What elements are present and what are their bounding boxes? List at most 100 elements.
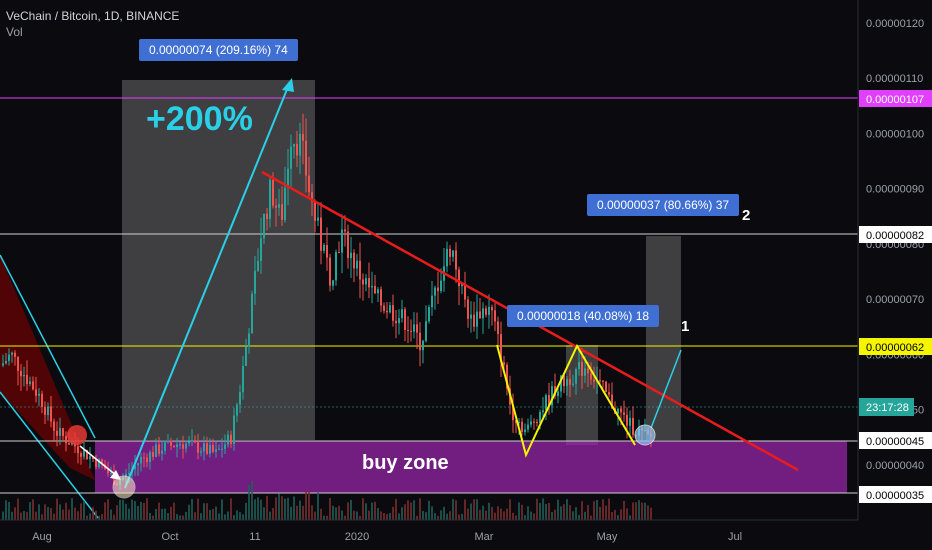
- candle-body: [365, 278, 367, 285]
- candle-body: [242, 365, 244, 393]
- volume-bar: [281, 496, 283, 520]
- candle-body: [428, 307, 430, 322]
- candle-body: [233, 415, 235, 444]
- candle-body: [611, 394, 613, 409]
- volume-bar: [518, 502, 520, 520]
- volume-bar: [350, 499, 352, 520]
- candle-body: [140, 457, 142, 464]
- volume-bar: [200, 513, 202, 520]
- volume-bar: [275, 497, 277, 520]
- volume-bar: [146, 498, 148, 520]
- candle-body: [539, 411, 541, 424]
- volume-bar: [635, 502, 637, 520]
- volume-bar: [218, 513, 220, 520]
- volume-bar: [587, 505, 589, 520]
- volume-bar: [557, 499, 559, 520]
- volume-label[interactable]: Vol: [6, 25, 23, 39]
- volume-bar: [431, 506, 433, 520]
- candle-body: [191, 440, 193, 442]
- candle-body: [353, 252, 355, 269]
- volume-bar: [524, 515, 526, 520]
- volume-bar: [389, 513, 391, 520]
- volume-bar: [257, 497, 259, 520]
- candle-body: [53, 421, 55, 431]
- candle-body: [599, 380, 601, 382]
- volume-bar: [533, 513, 535, 520]
- candle-body: [425, 321, 427, 341]
- volume-bar: [302, 505, 304, 520]
- candle-body: [86, 450, 88, 460]
- candle-body: [251, 293, 253, 334]
- volume-bar: [203, 503, 205, 520]
- candle-body: [275, 205, 277, 208]
- volume-bar: [68, 509, 70, 520]
- marker-2: 2: [742, 207, 751, 224]
- candle-body: [392, 305, 394, 321]
- measure-label-1[interactable]: 0.00000074 (209.16%) 74: [139, 39, 298, 61]
- candle-body: [626, 414, 628, 426]
- volume-bar: [470, 503, 472, 520]
- volume-bar: [638, 500, 640, 520]
- candle-body: [263, 213, 265, 239]
- candle-body: [401, 309, 403, 319]
- candle-body: [512, 404, 514, 421]
- candle-body: [95, 458, 97, 467]
- candle-body: [167, 440, 169, 443]
- measure-label-2[interactable]: 0.00000037 (80.66%) 37: [587, 194, 740, 216]
- badge-countdown-text: 23:17:28: [866, 402, 909, 414]
- volume-bar: [380, 511, 382, 520]
- symbol-header: VeChain / Bitcoin, 1D, BINANCE Vol: [6, 8, 179, 40]
- gain-arrow-line: [124, 81, 291, 489]
- candle-body: [347, 231, 349, 259]
- volume-bar: [437, 515, 439, 520]
- candle-body: [542, 410, 544, 412]
- volume-bar: [152, 515, 154, 520]
- volume-bar: [95, 510, 97, 520]
- candle-body: [536, 421, 538, 424]
- volume-bar: [17, 498, 19, 520]
- candle-body: [287, 168, 289, 188]
- volume-bar: [647, 505, 649, 520]
- measure-label-3[interactable]: 0.00000018 (40.08%) 18: [507, 305, 660, 327]
- volume-bar: [242, 514, 244, 520]
- candle-body: [221, 448, 223, 450]
- candle-body: [563, 375, 565, 387]
- volume-bar: [359, 515, 361, 520]
- entry-arrow-line: [79, 445, 118, 477]
- volume-bar: [14, 507, 16, 520]
- volume-bar: [311, 505, 313, 520]
- volume-bar: [191, 498, 193, 520]
- candle-body: [206, 443, 208, 454]
- volume-bar: [35, 511, 37, 520]
- volume-bar: [353, 510, 355, 520]
- volume-bar: [8, 501, 10, 520]
- volume-bar: [488, 502, 490, 520]
- symbol-title[interactable]: VeChain / Bitcoin, 1D, BINANCE: [6, 9, 180, 23]
- candle-body: [26, 374, 28, 384]
- candle-body: [452, 250, 454, 257]
- candle-body: [209, 445, 211, 454]
- volume-bar: [602, 499, 604, 520]
- volume-bar: [461, 513, 463, 520]
- volume-bar: [335, 507, 337, 520]
- badge-yellow-text: 0.00000062: [866, 342, 924, 354]
- candle-body: [515, 420, 517, 423]
- candle-body: [410, 330, 412, 332]
- candle-body: [2, 363, 4, 366]
- candle-body: [422, 340, 424, 351]
- volume-bar: [332, 505, 334, 520]
- volume-bar: [140, 501, 142, 520]
- candle-body: [476, 311, 478, 327]
- candle-body: [5, 360, 7, 364]
- candle-body: [389, 305, 391, 313]
- volume-bar: [377, 508, 379, 520]
- candle-body: [212, 445, 214, 452]
- volume-bar: [113, 514, 115, 520]
- volume-bar: [551, 511, 553, 520]
- volume-bar: [428, 500, 430, 520]
- candle-body: [239, 392, 241, 405]
- candle-body: [446, 248, 448, 267]
- candle-body: [527, 424, 529, 430]
- volume-bar: [485, 510, 487, 520]
